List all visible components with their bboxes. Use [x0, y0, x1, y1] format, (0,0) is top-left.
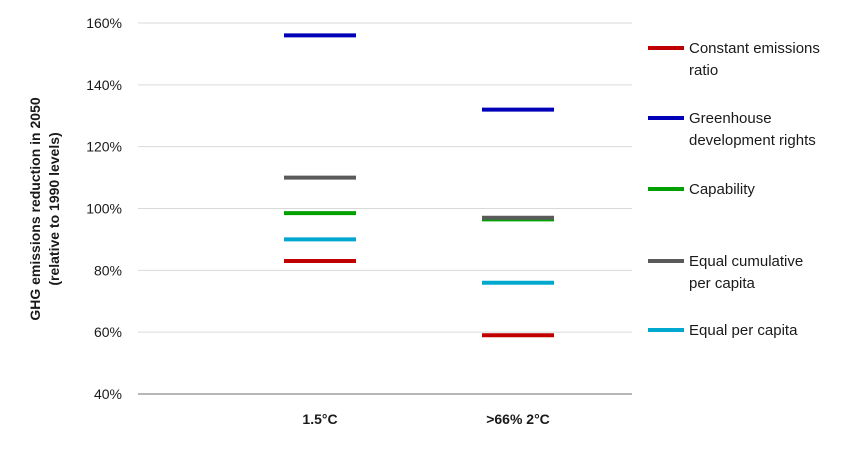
x-category-label: >66% 2°C: [486, 411, 550, 427]
legend-label-line: per capita: [689, 275, 756, 292]
legend-label-line: Greenhouse: [689, 110, 772, 127]
legend-label-line: Equal cumulative: [689, 253, 803, 270]
y-tick-label: 160%: [86, 15, 122, 31]
legend-label-line: Equal per capita: [689, 322, 798, 339]
legend-label: Equal per capita: [689, 322, 798, 339]
y-axis-title: GHG emissions reduction in 2050 (relative…: [27, 97, 62, 321]
y-axis-label: GHG emissions reduction in 2050 (relative…: [27, 97, 62, 321]
y-tick-label: 140%: [86, 77, 122, 93]
y-tick-label: 120%: [86, 139, 122, 155]
x-category-label: 1.5°C: [302, 411, 337, 427]
y-tick-label: 100%: [86, 201, 122, 217]
legend-label: Greenhouse development rights: [689, 110, 816, 149]
gridlines: [138, 22, 632, 395]
legend-label: Capability: [689, 181, 755, 198]
legend-label: Equal cumulative per capita: [689, 253, 803, 292]
y-tick-label: 60%: [94, 324, 122, 340]
x-axis-categories: 1.5°C >66% 2°C: [302, 411, 549, 427]
legend-label-line: ratio: [689, 62, 718, 79]
legend: Constant emissions ratio Greenhouse develop…: [648, 40, 820, 339]
y-axis-ticks: 40% 60% 80% 100% 120% 140% 160%: [86, 15, 122, 402]
y-axis-title-line: (relative to 1990 levels): [46, 132, 62, 285]
y-tick-label: 40%: [94, 386, 122, 402]
data-marks: [284, 33, 554, 338]
legend-label: Constant emissions ratio: [689, 40, 820, 79]
legend-label-line: Constant emissions: [689, 40, 820, 57]
legend-label-line: Capability: [689, 181, 755, 198]
legend-label-line: development rights: [689, 132, 816, 149]
y-axis-title-line: GHG emissions reduction in 2050: [27, 97, 43, 321]
y-tick-label: 80%: [94, 262, 122, 278]
